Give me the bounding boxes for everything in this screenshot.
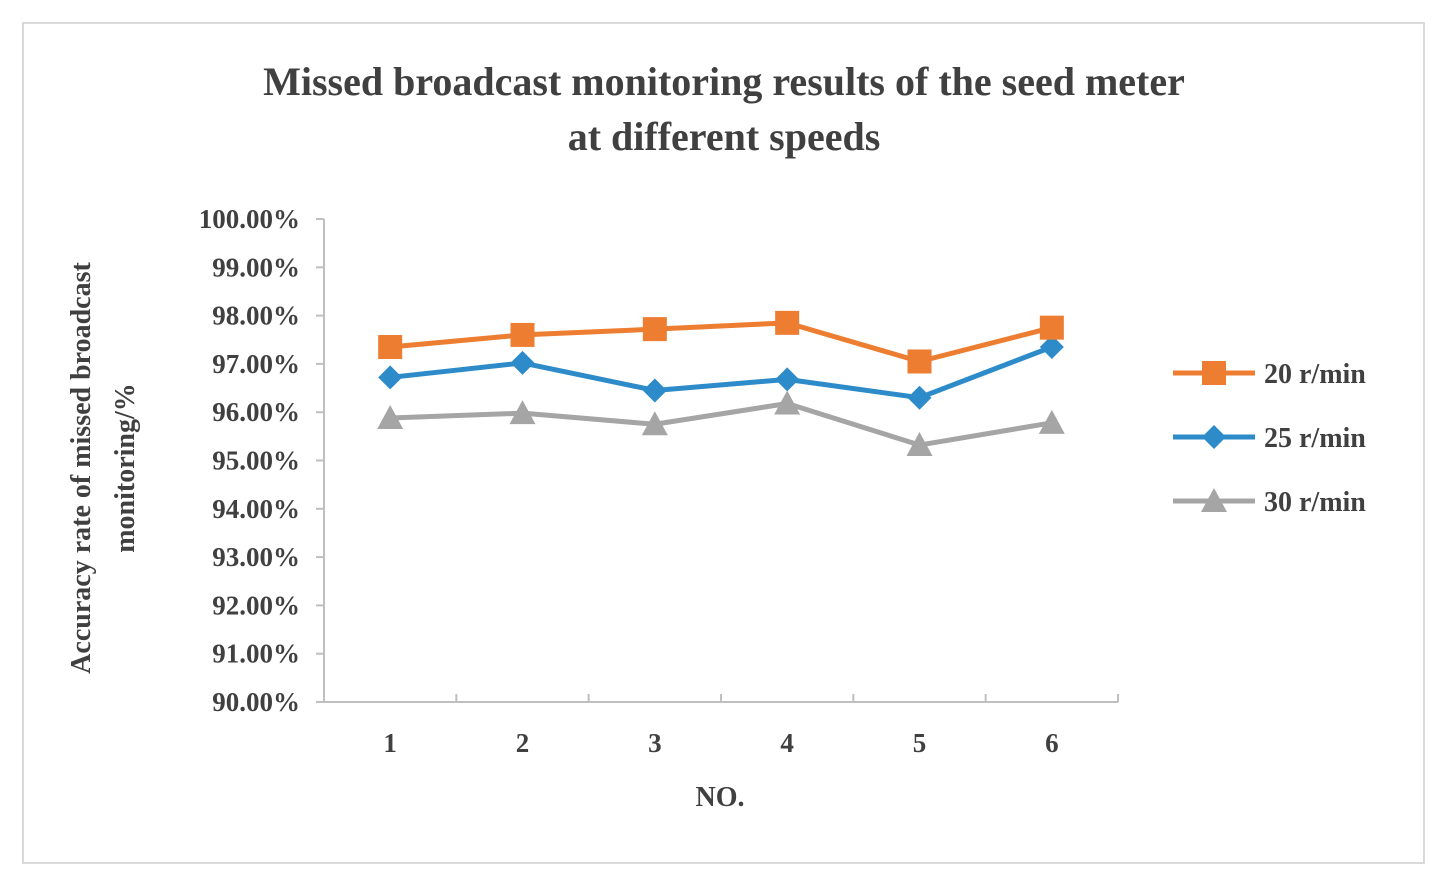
- y-tick-label: 94.00%: [212, 494, 300, 524]
- y-tick-label: 99.00%: [212, 252, 300, 282]
- x-tick-label: 2: [516, 728, 530, 758]
- data-point: [774, 390, 801, 415]
- data-point: [642, 378, 667, 403]
- y-tick-label: 96.00%: [212, 397, 300, 427]
- y-tick-label: 93.00%: [212, 542, 300, 572]
- data-point: [378, 365, 403, 390]
- y-tick-label: 92.00%: [212, 590, 300, 620]
- x-ticks: 1 2 3 4 5 6: [323, 694, 1119, 758]
- y-tick-label: 91.00%: [212, 639, 300, 669]
- series-line: [389, 344, 1053, 401]
- y-ticks: 90.00% 91.00% 92.00% 93.00% 94.00% 95.00% 96.0…: [199, 204, 324, 717]
- legend-item: 25 r/min: [1173, 423, 1366, 454]
- series-3: [377, 390, 1065, 457]
- y-tick-label: 97.00%: [212, 349, 300, 379]
- data-point: [509, 400, 536, 425]
- x-tick-label: 3: [648, 728, 662, 758]
- data-point: [907, 385, 932, 410]
- y-axis-title: Accuracy rate of missed broadcast monito…: [66, 262, 141, 674]
- legend-label: 30 r/min: [1264, 487, 1366, 518]
- legend-marker: [1202, 425, 1226, 449]
- legend-label: 25 r/min: [1264, 423, 1366, 454]
- data-point: [378, 334, 403, 359]
- series-1: [378, 310, 1064, 374]
- data-point: [642, 317, 667, 342]
- y-tick-label: 95.00%: [212, 446, 300, 476]
- legend: 20 r/min 25 r/min 30 r/min: [1173, 359, 1366, 518]
- legend-item: 30 r/min: [1173, 487, 1366, 518]
- series-group: [377, 310, 1065, 457]
- chart-title: Missed broadcast monitoring results of t…: [263, 59, 1185, 159]
- legend-marker: [1202, 361, 1226, 385]
- legend-marker: [1201, 488, 1227, 512]
- data-point: [906, 432, 933, 457]
- data-point: [1038, 409, 1065, 434]
- x-tick-label: 1: [383, 728, 397, 758]
- data-point: [775, 367, 800, 392]
- chart-title-line-1: Missed broadcast monitoring results of t…: [263, 59, 1185, 104]
- series-line: [390, 401, 1053, 448]
- y-tick-label: 100.00%: [199, 204, 300, 234]
- y-axis-title-line-2: monitoring/%: [110, 383, 141, 553]
- y-tick-label: 98.00%: [212, 301, 300, 331]
- data-point: [1039, 334, 1064, 359]
- data-point: [510, 322, 535, 347]
- data-point: [377, 404, 404, 429]
- chart-title-line-2: at different speeds: [568, 114, 881, 159]
- data-point: [1039, 315, 1064, 340]
- y-tick-label: 90.00%: [212, 687, 300, 717]
- x-tick-label: 4: [780, 728, 794, 758]
- x-tick-label: 5: [913, 728, 927, 758]
- data-point: [775, 310, 800, 335]
- data-point: [907, 349, 932, 374]
- x-tick-label: 6: [1045, 728, 1059, 758]
- data-point: [641, 411, 668, 436]
- legend-label: 20 r/min: [1264, 359, 1366, 390]
- axes: [323, 219, 1118, 703]
- series-line: [389, 320, 1053, 364]
- chart-frame: [22, 22, 1425, 864]
- y-axis-title-line-1: Accuracy rate of missed broadcast: [66, 262, 97, 674]
- series-2: [378, 334, 1064, 410]
- data-point: [510, 350, 535, 375]
- legend-item: 20 r/min: [1173, 359, 1366, 390]
- x-axis-title: NO.: [696, 782, 745, 813]
